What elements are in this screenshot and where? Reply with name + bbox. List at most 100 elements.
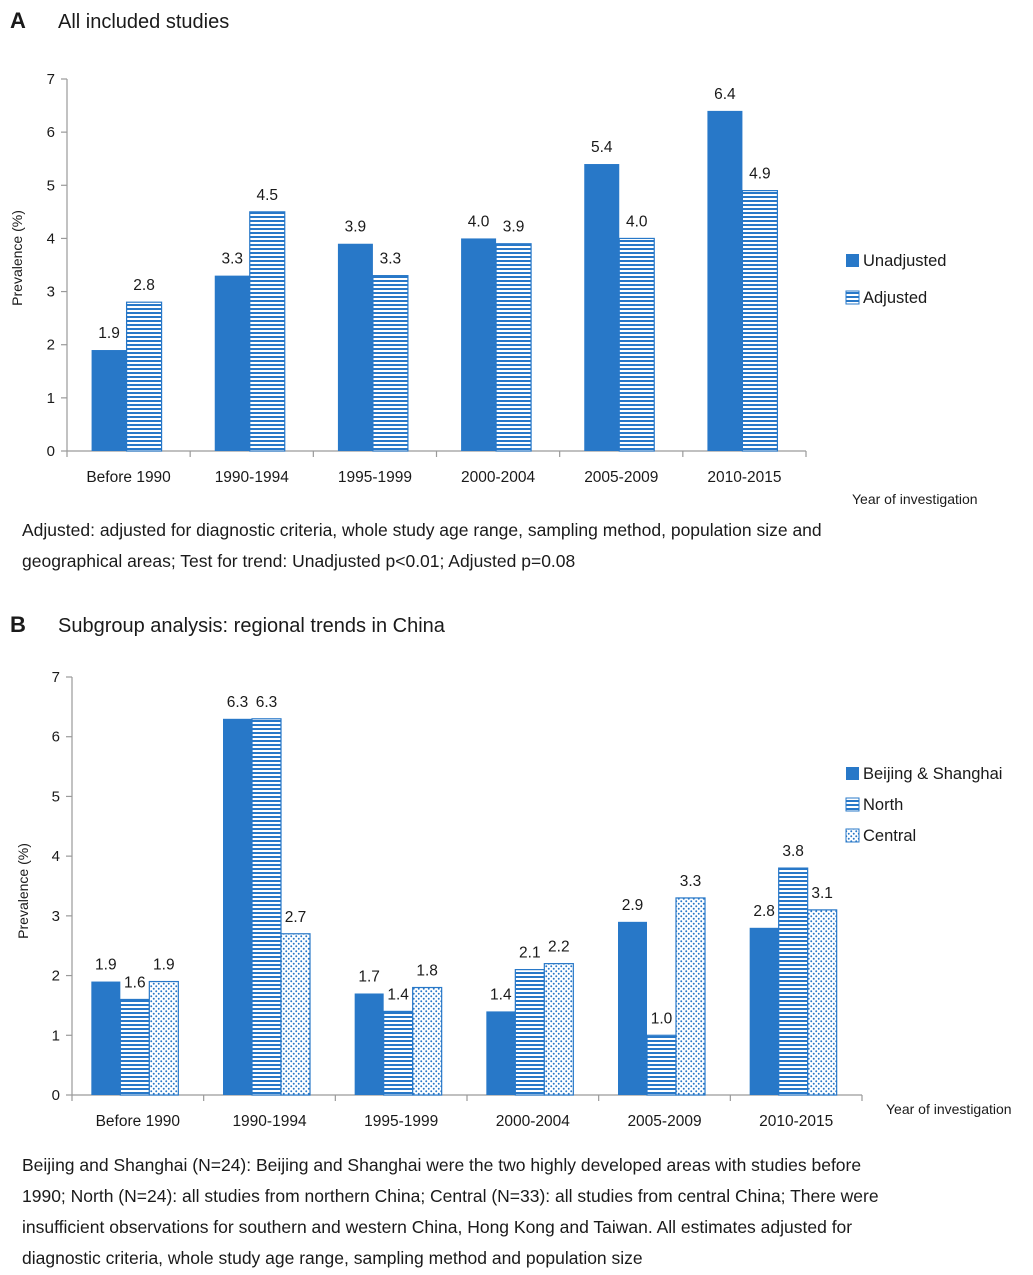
panel-b-x-tick-label: 1995-1999 <box>364 1113 438 1130</box>
panel-b-data-label: 2.9 <box>622 897 644 914</box>
panel-a-data-label: 1.9 <box>98 325 120 342</box>
panel-b-legend-label: North <box>863 796 903 814</box>
panel-a-x-tick-label: 1995-1999 <box>338 469 412 486</box>
panel-b-x-tick-label: Before 1990 <box>96 1113 181 1130</box>
panel-a-x-tick-label: 2010-2015 <box>707 469 781 486</box>
panel-a-x-tick-label: 2000-2004 <box>461 469 536 486</box>
panel-b-caption: Beijing and Shanghai (N=24): Beijing and… <box>22 1150 1030 1274</box>
panel-a-data-label: 3.9 <box>503 219 525 236</box>
panel-a-bar <box>618 237 655 452</box>
panel-b-bar <box>618 921 647 1095</box>
panel-b-bar <box>807 909 838 1096</box>
panel-a-bar <box>337 243 373 451</box>
panel-b-data-label: 3.8 <box>782 843 804 860</box>
panel-b-bar <box>514 968 545 1096</box>
panel-a-bar <box>584 164 620 451</box>
panel-a-data-label: 4.5 <box>256 187 278 204</box>
panel-a-y-tick-label: 4 <box>47 230 55 247</box>
panel-b-bar <box>383 1010 414 1096</box>
panel-a-bar <box>495 243 532 452</box>
panel-a-data-label: 6.4 <box>714 86 736 103</box>
panel-b-y-tick-label: 1 <box>52 1027 60 1044</box>
panel-a-bar <box>707 110 743 451</box>
panel-a-bar <box>214 275 250 451</box>
panel-b-bar <box>646 1034 677 1096</box>
panel-a-data-label: 2.8 <box>133 277 155 294</box>
panel-b-bar <box>148 980 179 1096</box>
panel-a-y-tick-label: 5 <box>47 177 55 194</box>
panel-a-data-label: 3.9 <box>345 219 367 236</box>
panel-b-bar <box>119 998 150 1096</box>
panel-a-y-tick-label: 3 <box>47 284 55 301</box>
panel-a-x-tick-label: Before 1990 <box>86 469 171 486</box>
panel-b-bar <box>543 963 574 1096</box>
panel-a-y-tick-label: 6 <box>47 124 55 141</box>
panel-b-caption-line: 1990; North (N=24): all studies from nor… <box>22 1186 879 1206</box>
panel-a-legend-label: Adjusted <box>863 289 927 307</box>
panel-b-y-tick-label: 2 <box>52 968 60 985</box>
panel-a-xlabel: Year of investigation <box>852 491 978 507</box>
panel-a-caption: Adjusted: adjusted for diagnostic criter… <box>22 515 1022 577</box>
panel-a-y-tick-label: 7 <box>47 71 55 88</box>
panel-a-bar <box>741 190 779 452</box>
panel-a-bar <box>372 275 409 452</box>
panel-b-bar <box>412 986 443 1096</box>
panel-b-y-tick-label: 3 <box>52 908 60 925</box>
panel-b-xlabel: Year of investigation <box>886 1101 1012 1117</box>
panel-b-bar <box>675 897 706 1096</box>
panel-b-bar <box>354 993 384 1095</box>
panel-b-data-label: 1.4 <box>490 986 512 1003</box>
panel-a-caption-line: geographical areas; Test for trend: Unad… <box>22 551 576 571</box>
panel-b-data-label: 1.4 <box>387 986 409 1003</box>
panel-b-caption-line: diagnostic criteria, whole study age ran… <box>22 1248 643 1268</box>
panel-a-data-label: 3.3 <box>221 251 243 268</box>
panel-b-y-tick-label: 4 <box>52 848 60 865</box>
panel-a-bar <box>125 301 163 452</box>
panel-b-legend-swatch <box>845 797 860 812</box>
panel-b-data-label: 3.1 <box>811 885 833 902</box>
panel-a-bar <box>461 238 497 451</box>
panel-a-caption-line: Adjusted: adjusted for diagnostic criter… <box>22 520 822 540</box>
panel-b-caption-line: insufficient observations for southern a… <box>22 1217 853 1237</box>
panel-a-ylabel: Prevalence (%) <box>9 210 25 306</box>
panel-b-caption-line: Beijing and Shanghai (N=24): Beijing and… <box>22 1155 862 1175</box>
panel-b-x-tick-label: 1990-1994 <box>232 1113 307 1130</box>
panel-b-bar <box>778 867 809 1096</box>
panel-b-legend-swatch <box>846 767 859 780</box>
panel-b-plot: 0 1 2 3 4 5 6 7 Before 1990 1.9 1.6 1.9 1990-1994 6.3… <box>52 669 1003 1130</box>
panel-b-data-label: 1.7 <box>358 968 380 985</box>
panel-b-data-label: 1.0 <box>651 1010 673 1027</box>
panel-b-bar <box>251 718 282 1096</box>
panel-b-x-tick-label: 2005-2009 <box>627 1113 701 1130</box>
panel-b-ylabel: Prevalence (%) <box>15 843 31 939</box>
panel-b-data-label: 2.1 <box>519 945 541 962</box>
panel-b-data-label: 1.6 <box>124 974 146 991</box>
panel-b-legend-swatch <box>845 828 860 843</box>
panel-b-title: Subgroup analysis: regional trends in Ch… <box>58 615 446 637</box>
panel-a-data-label: 4.9 <box>749 166 771 183</box>
panel-b-y-tick-label: 6 <box>52 729 60 746</box>
panel-b-legend-label: Beijing & Shanghai <box>863 765 1002 783</box>
panel-b-data-label: 1.8 <box>416 963 438 980</box>
panel-a-data-label: 4.0 <box>626 213 648 230</box>
panel-b-data-label: 6.3 <box>256 694 278 711</box>
panel-a-y-tick-label: 0 <box>47 443 55 460</box>
panel-b-data-label: 2.7 <box>285 909 307 926</box>
panel-a-legend-label: Unadjusted <box>863 252 946 270</box>
panel-a-letter: A <box>10 8 26 33</box>
panel-a-x-tick-label: 2005-2009 <box>584 469 658 486</box>
panel-b-data-label: 2.8 <box>753 903 775 920</box>
panel-b-data-label: 6.3 <box>227 694 249 711</box>
panel-b-x-tick-label: 2010-2015 <box>759 1113 833 1130</box>
panel-b-bar <box>280 933 311 1096</box>
panel-b-y-tick-label: 0 <box>52 1087 60 1104</box>
panel-a-y-tick-label: 1 <box>47 390 55 407</box>
panel-b-bar <box>486 1011 516 1095</box>
panel-a-data-label: 5.4 <box>591 139 613 156</box>
panel-a-legend-swatch <box>846 254 859 267</box>
panel-b-data-label: 2.2 <box>548 939 570 956</box>
panel-b-data-label: 1.9 <box>153 957 175 974</box>
panel-b-bar <box>749 927 779 1095</box>
panel-a-title: All included studies <box>58 11 229 33</box>
panel-b-bar <box>91 981 121 1095</box>
